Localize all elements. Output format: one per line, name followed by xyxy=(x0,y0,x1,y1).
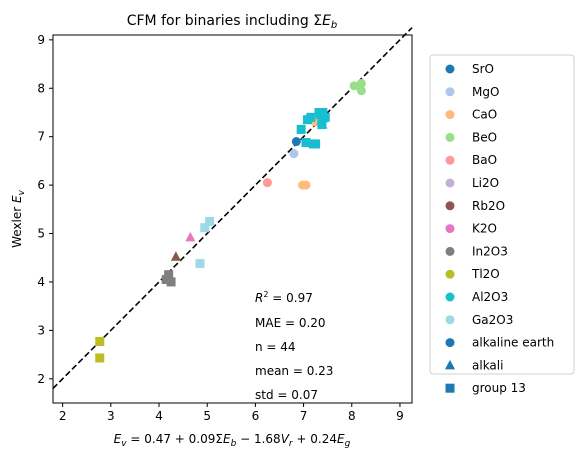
point-al2o3 xyxy=(311,139,321,149)
mean-text: mean = 0.23 xyxy=(255,364,333,378)
point-beo xyxy=(349,81,359,91)
point-ga2o3 xyxy=(195,259,205,269)
point-ga2o3 xyxy=(200,223,210,233)
point-rb2o xyxy=(170,251,181,261)
point-in2o3 xyxy=(164,270,174,280)
point-ga2o3 xyxy=(205,216,215,226)
y-tick-label: 2 xyxy=(37,372,45,386)
legend-label: MgO xyxy=(472,85,499,99)
legend-label: group 13 xyxy=(472,381,526,395)
legend-label: SrO xyxy=(472,62,494,76)
y-tick-label: 8 xyxy=(37,81,45,95)
legend-marker-ga2o3 xyxy=(445,315,455,325)
x-axis-label: Ev = 0.47 + 0.09ΣEb − 1.68Vr + 0.24Eg xyxy=(114,432,351,449)
axis-ticks: 2 3 4 5 6 7 8 9 2 3 4 5 6 7 8 9 xyxy=(37,33,403,423)
legend-marker-sro xyxy=(445,64,455,74)
point-beo xyxy=(356,78,366,88)
data-points xyxy=(95,78,366,363)
y-tick-label: 6 xyxy=(37,178,45,192)
y-axis-label: Wexler Ev xyxy=(10,189,27,248)
legend-marker-tl2o xyxy=(445,269,455,279)
legend-marker-mgo xyxy=(445,87,455,97)
point-al2o3 xyxy=(317,120,327,130)
point-al2o3 xyxy=(306,112,316,122)
point-bao xyxy=(262,178,272,188)
point-al2o3 xyxy=(318,107,328,117)
chart-title: CFM for binaries including ΣEb xyxy=(127,13,338,31)
y-tick-label: 5 xyxy=(37,227,45,241)
n-text: n = 44 xyxy=(255,340,296,354)
point-tl2o xyxy=(95,353,105,363)
x-tick-label: 2 xyxy=(59,409,67,423)
legend: SrO MgO CaO BeO BaO Li2O Rb2O K2O In2O3 Tl2O Al2O3… xyxy=(429,54,575,395)
legend-marker-in2o3 xyxy=(445,246,455,256)
legend-label: alkaline earth xyxy=(472,336,554,350)
mae-text: MAE = 0.20 xyxy=(255,316,326,330)
legend-marker-bao xyxy=(445,155,455,165)
legend-label: Li2O xyxy=(472,176,499,190)
legend-marker-beo xyxy=(445,132,455,142)
stats-annotation: R2 = 0.97 MAE = 0.20 n = 44 mean = 0.23 … xyxy=(255,290,333,402)
x-tick-label: 3 xyxy=(107,409,115,423)
legend-marker-alkali xyxy=(445,359,455,370)
point-tl2o xyxy=(95,337,105,347)
x-tick-label: 8 xyxy=(348,409,356,423)
point-beo xyxy=(356,86,366,96)
y-tick-label: 9 xyxy=(37,33,45,47)
plot-area xyxy=(52,34,413,404)
legend-frame xyxy=(429,54,575,375)
legend-label: In2O3 xyxy=(472,244,508,258)
legend-label: Tl2O xyxy=(471,267,500,281)
x-tick-label: 9 xyxy=(396,409,404,423)
point-sro xyxy=(291,137,301,147)
point-al2o3 xyxy=(301,137,311,147)
point-in2o3 xyxy=(166,277,176,287)
legend-label: Rb2O xyxy=(472,199,505,213)
point-in2o3 xyxy=(161,275,171,285)
r2-text: R2 = 0.97 xyxy=(255,290,313,305)
legend-label: Ga2O3 xyxy=(472,313,513,327)
std-text: std = 0.07 xyxy=(255,388,318,402)
legend-marker-li2o xyxy=(445,178,455,188)
y-tick-label: 4 xyxy=(37,275,45,289)
x-tick-label: 6 xyxy=(252,409,260,423)
legend-marker-rb2o xyxy=(445,201,455,211)
x-tick-label: 7 xyxy=(300,409,308,423)
x-tick-label: 5 xyxy=(203,409,211,423)
y-tick-label: 3 xyxy=(37,323,45,337)
point-cao xyxy=(301,180,311,190)
legend-marker-k2o xyxy=(445,224,455,234)
legend-label: CaO xyxy=(472,108,497,122)
legend-label: alkali xyxy=(472,358,503,372)
legend-label: Al2O3 xyxy=(472,290,508,304)
point-k2o xyxy=(185,231,196,242)
point-mgo xyxy=(289,149,299,159)
x-tick-label: 4 xyxy=(155,409,163,423)
legend-label: BeO xyxy=(472,130,497,144)
point-al2o3 xyxy=(318,113,328,123)
point-al2o3 xyxy=(296,124,306,134)
y-tick-label: 7 xyxy=(37,130,45,144)
legend-marker-group-13 xyxy=(445,383,455,393)
legend-marker-alkaline-earth xyxy=(445,338,455,348)
legend-marker-al2o3 xyxy=(445,292,455,302)
legend-marker-cao xyxy=(445,110,455,120)
legend-label: K2O xyxy=(472,222,497,236)
legend-label: BaO xyxy=(472,153,497,167)
